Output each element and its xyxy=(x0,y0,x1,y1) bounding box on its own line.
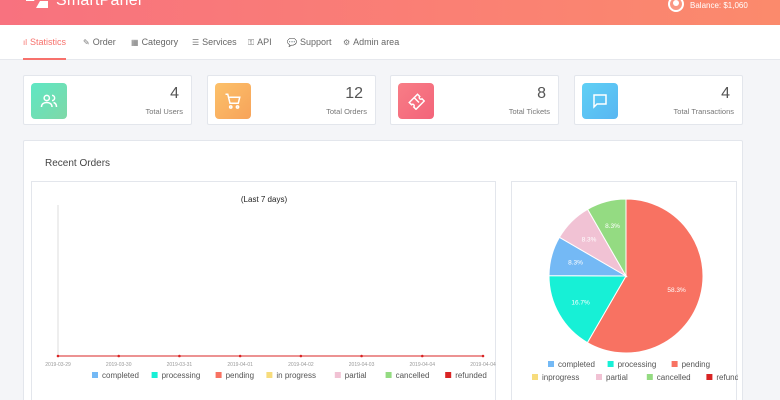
edit-icon: ✎ xyxy=(83,38,90,47)
legend-label[interactable]: refunded xyxy=(716,373,748,382)
legend-label[interactable]: partial xyxy=(345,371,367,380)
legend-label[interactable]: refunded xyxy=(455,371,487,380)
legend-swatch[interactable] xyxy=(385,372,392,378)
legend-label[interactable]: cancelled xyxy=(657,373,691,382)
nav-statistics[interactable]: ıl Statistics xyxy=(23,37,67,60)
pie-slice-processing[interactable] xyxy=(548,275,627,344)
slice-label: 8.3% xyxy=(568,260,583,267)
key-icon: ⚿ xyxy=(248,38,255,47)
nav-services[interactable]: ☰ Services xyxy=(192,37,237,47)
data-point[interactable] xyxy=(360,354,363,358)
stat-label: Total Transactions xyxy=(673,107,734,116)
x-tick-label: 2019-03-29 xyxy=(45,362,71,368)
legend-swatch[interactable] xyxy=(607,361,614,367)
cart-icon xyxy=(215,83,251,119)
balance-text: Balance: $1,060 xyxy=(690,1,748,10)
slice-label: 58.3% xyxy=(667,287,686,294)
stat-card-tickets: 8 Total Tickets xyxy=(390,75,559,125)
nav-support[interactable]: 💬 Support xyxy=(287,37,332,47)
pie-chart: 58.3% 16.7% 8.3% 8.3% 8.3% completed processin… xyxy=(532,198,748,382)
legend-label[interactable]: completed xyxy=(102,371,139,380)
stat-card-users: 4 Total Users xyxy=(23,75,192,125)
line-chart-box: (Last 7 days) 2019-03-29 2019-03-30 2019-03… xyxy=(31,181,496,400)
legend-swatch[interactable] xyxy=(151,372,158,378)
stat-value: 12 xyxy=(345,85,363,102)
slice-label: 8.3% xyxy=(582,236,597,243)
nav-api[interactable]: ⚿ API xyxy=(248,37,272,47)
data-point[interactable] xyxy=(299,354,303,358)
data-point[interactable] xyxy=(238,354,242,358)
message-icon xyxy=(582,83,618,119)
top-header: SmartPanel Balance: $1,060 xyxy=(0,0,780,25)
x-tick-label: 2019-03-30 xyxy=(106,362,132,368)
x-tick-label: 2019-04-04 xyxy=(409,362,435,368)
data-point[interactable] xyxy=(481,354,485,358)
legend-swatch[interactable] xyxy=(548,361,554,367)
legend-label[interactable]: completed xyxy=(558,360,595,369)
legend-label[interactable]: in progress xyxy=(276,371,316,380)
x-tick-label: 2019-03-31 xyxy=(167,362,193,368)
legend-swatch[interactable] xyxy=(646,374,653,380)
gear-icon: ⚙ xyxy=(343,38,351,47)
stat-card-transactions: 4 Total Transactions xyxy=(574,75,743,125)
chat-icon: 💬 xyxy=(287,38,297,47)
list-icon: ☰ xyxy=(192,38,200,47)
ticket-icon xyxy=(398,83,434,119)
legend-swatch[interactable] xyxy=(92,372,98,378)
stat-value: 4 xyxy=(721,85,730,102)
legend-label[interactable]: processing xyxy=(618,360,657,369)
nav-admin-area[interactable]: ⚙ Admin area xyxy=(343,37,400,47)
nav-order[interactable]: ✎ Order xyxy=(83,37,116,47)
legend-label[interactable]: cancelled xyxy=(396,371,430,380)
stat-value: 4 xyxy=(170,85,179,102)
legend-swatch[interactable] xyxy=(215,372,222,378)
slice-label: 16.7% xyxy=(571,300,590,307)
line-chart: (Last 7 days) 2019-03-29 2019-03-30 2019-03… xyxy=(45,195,496,380)
legend-swatch[interactable] xyxy=(706,374,713,380)
legend-label[interactable]: inprogress xyxy=(542,373,579,382)
panel-title: Recent Orders xyxy=(45,158,111,169)
stat-label: Total Tickets xyxy=(508,107,550,116)
x-tick-label: 2019-04-03 xyxy=(349,362,375,368)
stat-value: 8 xyxy=(537,85,546,102)
pie-slice-cancelled[interactable] xyxy=(586,198,627,278)
legend-label[interactable]: partial xyxy=(606,373,628,382)
nav-category[interactable]: ▦ Category xyxy=(131,37,179,47)
brand-name[interactable]: SmartPanel xyxy=(56,0,142,9)
legend-swatch[interactable] xyxy=(596,374,602,380)
bar-chart-icon: ıl xyxy=(23,38,27,47)
main-nav: ıl Statistics ✎ Order ▦ Category ☰ Services … xyxy=(0,25,780,60)
legend-swatch[interactable] xyxy=(334,372,341,378)
slice-label: 8.3% xyxy=(605,223,620,230)
user-avatar-icon[interactable] xyxy=(668,0,684,12)
x-tick-label: 2019-04-04 xyxy=(470,362,496,368)
stat-card-orders: 12 Total Orders xyxy=(207,75,376,125)
users-icon xyxy=(31,83,67,119)
stat-label: Total Users xyxy=(145,107,183,116)
pie-slice-pending[interactable] xyxy=(586,198,704,354)
stat-label: Total Orders xyxy=(326,107,367,116)
chart-title: (Last 7 days) xyxy=(241,195,288,204)
logo-icon[interactable] xyxy=(24,0,50,10)
data-point[interactable] xyxy=(56,354,60,358)
pie-chart-box: 58.3% 16.7% 8.3% 8.3% 8.3% completed processin… xyxy=(511,181,748,400)
legend-label[interactable]: pending xyxy=(226,371,254,380)
legend-label[interactable]: processing xyxy=(162,371,201,380)
grid-icon: ▦ xyxy=(131,38,139,47)
data-point[interactable] xyxy=(420,354,424,358)
recent-orders-panel: Recent Orders (Last 7 days) 2019-03-29 201… xyxy=(23,140,748,400)
legend-label[interactable]: pending xyxy=(682,360,710,369)
data-point[interactable] xyxy=(178,354,181,358)
legend-swatch[interactable] xyxy=(532,374,538,380)
data-point[interactable] xyxy=(117,354,121,358)
x-tick-label: 2019-04-02 xyxy=(288,362,314,368)
x-tick-label: 2019-04-01 xyxy=(227,362,253,368)
legend-swatch[interactable] xyxy=(671,361,678,367)
legend-swatch[interactable] xyxy=(266,372,273,378)
legend-swatch[interactable] xyxy=(445,372,452,378)
